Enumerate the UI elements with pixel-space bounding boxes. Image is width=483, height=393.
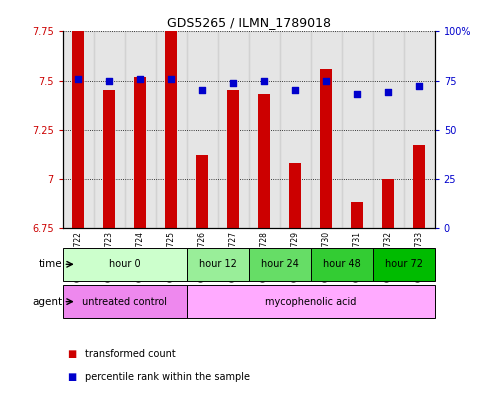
Bar bbox=[187, 248, 249, 281]
Bar bbox=[156, 31, 187, 228]
Bar bbox=[413, 145, 426, 228]
Bar bbox=[125, 31, 156, 228]
Point bbox=[136, 75, 144, 82]
Text: hour 0: hour 0 bbox=[109, 259, 141, 269]
Bar bbox=[187, 285, 435, 318]
Bar bbox=[311, 31, 342, 228]
Bar bbox=[280, 31, 311, 228]
Text: hour 12: hour 12 bbox=[199, 259, 237, 269]
Point bbox=[384, 89, 392, 95]
Bar bbox=[63, 285, 187, 318]
Point bbox=[168, 75, 175, 82]
Point bbox=[260, 77, 268, 84]
Text: untreated control: untreated control bbox=[82, 297, 167, 307]
Text: percentile rank within the sample: percentile rank within the sample bbox=[85, 372, 250, 382]
Text: ■: ■ bbox=[68, 372, 77, 382]
Bar bbox=[187, 31, 218, 228]
Point bbox=[199, 87, 206, 94]
Title: GDS5265 / ILMN_1789018: GDS5265 / ILMN_1789018 bbox=[167, 16, 331, 29]
Point bbox=[415, 83, 423, 90]
Bar bbox=[134, 77, 146, 228]
Bar bbox=[218, 31, 249, 228]
Bar bbox=[227, 90, 240, 228]
Bar bbox=[249, 248, 311, 281]
Bar bbox=[94, 31, 125, 228]
Bar bbox=[382, 179, 395, 228]
Text: agent: agent bbox=[33, 297, 63, 307]
Bar bbox=[373, 248, 435, 281]
Text: hour 72: hour 72 bbox=[384, 259, 423, 269]
Point bbox=[291, 87, 299, 94]
Bar bbox=[289, 163, 301, 228]
Text: ■: ■ bbox=[68, 349, 77, 359]
Point bbox=[354, 91, 361, 97]
Bar bbox=[404, 31, 435, 228]
Bar bbox=[165, 26, 177, 228]
Text: transformed count: transformed count bbox=[85, 349, 175, 359]
Bar bbox=[249, 31, 280, 228]
Bar bbox=[258, 94, 270, 228]
Point bbox=[74, 75, 82, 82]
Bar bbox=[63, 31, 94, 228]
Bar bbox=[103, 90, 115, 228]
Bar bbox=[63, 248, 187, 281]
Bar bbox=[373, 31, 404, 228]
Bar bbox=[311, 248, 373, 281]
Text: time: time bbox=[39, 259, 63, 269]
Point bbox=[105, 77, 113, 84]
Bar bbox=[351, 202, 363, 228]
Bar bbox=[320, 69, 332, 228]
Text: mycophenolic acid: mycophenolic acid bbox=[265, 297, 356, 307]
Text: hour 48: hour 48 bbox=[323, 259, 361, 269]
Bar bbox=[72, 26, 85, 228]
Bar bbox=[196, 155, 209, 228]
Bar bbox=[342, 31, 373, 228]
Point bbox=[322, 77, 330, 84]
Text: hour 24: hour 24 bbox=[261, 259, 298, 269]
Point bbox=[229, 79, 237, 86]
